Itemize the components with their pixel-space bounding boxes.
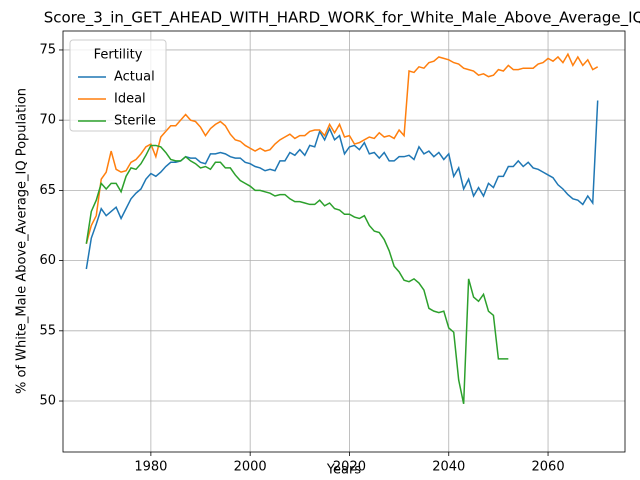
y-tick-label: 70 [39, 113, 56, 128]
plot-frame [62, 30, 626, 453]
data-line [85, 52, 599, 244]
legend-title: Fertility [94, 48, 143, 63]
x-tick-label: 2040 [432, 460, 465, 475]
legend: Fertility Actual Ideal Sterile [69, 39, 167, 132]
legend-label: Actual [114, 70, 155, 85]
y-tick-label: 60 [39, 253, 56, 268]
x-tick-label: 2060 [532, 460, 565, 475]
legend-label: Sterile [114, 114, 156, 129]
x-tick-label: 1980 [134, 460, 167, 475]
x-axis-label: Years [326, 463, 362, 478]
y-tick-label: 65 [39, 183, 56, 198]
y-axis-label: % of White_Male Above_Average_IQ Populat… [15, 88, 30, 394]
chart-title: Score_3_in_GET_AHEAD_WITH_HARD_WORK_for_… [44, 9, 640, 28]
y-tick-label: 75 [39, 42, 56, 57]
x-tick-label: 2020 [333, 460, 366, 475]
data-line [85, 144, 509, 404]
legend-box [69, 39, 167, 132]
y-tick-label: 55 [39, 323, 56, 338]
legend-label: Ideal [114, 92, 146, 107]
y-tick-label: 50 [39, 394, 56, 409]
data-line [85, 100, 599, 270]
x-tick-label: 2000 [234, 460, 267, 475]
